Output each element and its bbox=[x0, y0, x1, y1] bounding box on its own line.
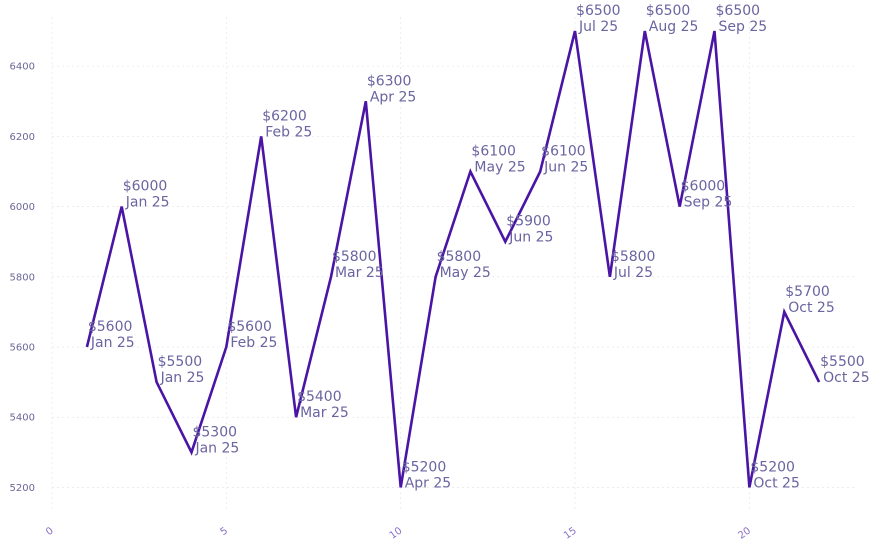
data-label-value: $6100 bbox=[471, 143, 516, 159]
data-label-date: Feb 25 bbox=[230, 335, 277, 351]
data-label-date: Mar 25 bbox=[300, 405, 349, 421]
data-label-date: Sep 25 bbox=[684, 195, 733, 211]
data-label-date: May 25 bbox=[474, 159, 525, 175]
data-label-value: $6100 bbox=[541, 143, 586, 159]
data-label-date: Jun 25 bbox=[508, 230, 553, 246]
data-label-value: $6500 bbox=[646, 3, 691, 19]
y-tick-label: 5800 bbox=[10, 272, 35, 283]
y-tick-label: 5600 bbox=[10, 343, 35, 354]
y-tick-label: 6200 bbox=[10, 132, 35, 143]
grid-layer bbox=[51, 17, 854, 512]
y-tick-label: 6000 bbox=[10, 202, 35, 213]
data-label-date: Aug 25 bbox=[649, 19, 699, 35]
data-label-date: Sep 25 bbox=[719, 19, 768, 35]
x-tick-label: 5 bbox=[219, 525, 231, 538]
data-label-value: $5600 bbox=[88, 319, 133, 335]
x-tick-label: 10 bbox=[388, 525, 405, 541]
y-tick-label: 6400 bbox=[10, 62, 35, 73]
data-label-value: $5900 bbox=[506, 214, 551, 230]
data-label-date: Oct 25 bbox=[823, 370, 869, 386]
data-label-date: Jan 25 bbox=[194, 440, 239, 456]
data-label-value: $6500 bbox=[716, 3, 761, 19]
data-label-date: Jan 25 bbox=[125, 195, 170, 211]
data-label-value: $5300 bbox=[192, 424, 237, 440]
data-label-date: Feb 25 bbox=[265, 124, 312, 140]
data-label-date: Apr 25 bbox=[370, 89, 416, 105]
data-label-value: $6200 bbox=[262, 108, 307, 124]
data-label-value: $6000 bbox=[123, 179, 168, 195]
data-label-value: $5600 bbox=[227, 319, 272, 335]
x-tick-label: 20 bbox=[736, 525, 753, 541]
data-label-date: Mar 25 bbox=[335, 265, 384, 281]
data-label-value: $5400 bbox=[297, 389, 342, 405]
data-label-date: Oct 25 bbox=[788, 300, 834, 316]
data-label-value: $5700 bbox=[785, 284, 830, 300]
data-label-date: Oct 25 bbox=[753, 475, 799, 491]
data-label-value: $5500 bbox=[820, 354, 865, 370]
x-tick-label: 15 bbox=[562, 525, 579, 541]
data-label-value: $6500 bbox=[576, 3, 621, 19]
data-label-value: $5200 bbox=[750, 459, 795, 475]
series-line bbox=[85, 30, 821, 488]
line-layer bbox=[85, 30, 821, 488]
data-label-value: $5800 bbox=[611, 249, 656, 265]
data-label-date: May 25 bbox=[440, 265, 491, 281]
y-tick-label: 5200 bbox=[10, 483, 35, 494]
tick-layer: 5200 5400 5600 5800 6000 6200 6400 0 5 10 15 20 bbox=[10, 62, 754, 542]
data-label-date: Jun 25 bbox=[543, 159, 588, 175]
data-label-value: $5200 bbox=[402, 459, 447, 475]
x-tick-label: 0 bbox=[44, 525, 56, 538]
data-label-value: $5800 bbox=[437, 249, 482, 265]
data-label-value: $5500 bbox=[158, 354, 203, 370]
data-label-date: Apr 25 bbox=[405, 475, 451, 491]
data-label-date: Jul 25 bbox=[613, 265, 653, 281]
data-label-date: Jan 25 bbox=[90, 335, 135, 351]
data-label-value: $5800 bbox=[332, 249, 377, 265]
data-label-date: Jul 25 bbox=[578, 19, 618, 35]
data-label-value: $6300 bbox=[367, 73, 412, 89]
data-label-value: $6000 bbox=[681, 179, 726, 195]
data-label-date: Jan 25 bbox=[160, 370, 205, 386]
y-tick-label: 5400 bbox=[10, 413, 35, 424]
